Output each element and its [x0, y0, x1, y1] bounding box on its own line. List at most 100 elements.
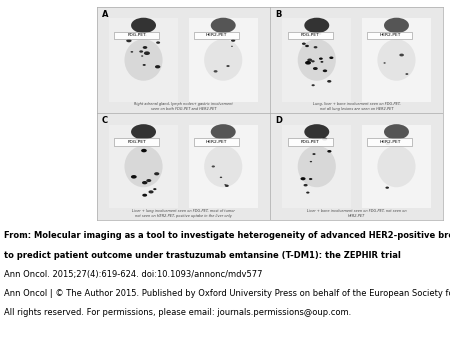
- Text: HER2-PET: HER2-PET: [206, 140, 227, 144]
- Circle shape: [302, 43, 306, 45]
- Text: FDG-PET: FDG-PET: [301, 33, 320, 38]
- Circle shape: [126, 39, 131, 42]
- Text: B: B: [275, 10, 282, 19]
- Circle shape: [309, 178, 312, 180]
- Circle shape: [384, 18, 409, 33]
- Text: D: D: [275, 116, 282, 125]
- Circle shape: [320, 61, 324, 63]
- Bar: [109, 125, 178, 208]
- Circle shape: [153, 188, 157, 190]
- Circle shape: [312, 153, 315, 155]
- Circle shape: [142, 194, 147, 197]
- FancyBboxPatch shape: [288, 138, 333, 146]
- Circle shape: [386, 143, 390, 145]
- FancyBboxPatch shape: [194, 138, 239, 146]
- Text: From: Molecular imaging as a tool to investigate heterogeneity of advanced HER2-: From: Molecular imaging as a tool to inv…: [4, 232, 450, 240]
- Circle shape: [142, 181, 148, 184]
- Circle shape: [307, 58, 312, 62]
- FancyBboxPatch shape: [194, 32, 239, 39]
- Circle shape: [318, 33, 321, 35]
- Bar: [282, 125, 351, 208]
- Ellipse shape: [378, 146, 415, 187]
- Circle shape: [322, 138, 327, 141]
- FancyBboxPatch shape: [367, 32, 412, 39]
- Circle shape: [319, 57, 323, 60]
- FancyBboxPatch shape: [288, 32, 333, 39]
- Circle shape: [313, 67, 318, 70]
- Circle shape: [212, 165, 215, 168]
- Circle shape: [154, 172, 159, 175]
- Circle shape: [131, 18, 156, 33]
- Bar: [109, 19, 178, 101]
- Circle shape: [131, 175, 137, 178]
- Circle shape: [311, 60, 315, 63]
- Circle shape: [399, 54, 404, 56]
- Bar: [189, 19, 258, 101]
- Ellipse shape: [125, 39, 162, 81]
- Circle shape: [385, 187, 389, 189]
- Ellipse shape: [204, 39, 242, 81]
- Circle shape: [305, 45, 309, 47]
- Circle shape: [225, 185, 229, 187]
- Text: A: A: [102, 10, 108, 19]
- Circle shape: [214, 70, 217, 73]
- Circle shape: [141, 55, 143, 57]
- Bar: [282, 19, 351, 101]
- Text: FDG-PET: FDG-PET: [301, 140, 320, 144]
- Circle shape: [301, 177, 306, 180]
- Text: Liver + lung involvement seen on FDG-PET, most of tumor
not seen on HER2-PET, po: Liver + lung involvement seen on FDG-PET…: [132, 209, 235, 218]
- Circle shape: [224, 184, 226, 185]
- Ellipse shape: [378, 39, 415, 81]
- Circle shape: [144, 34, 147, 36]
- Circle shape: [327, 80, 331, 82]
- Circle shape: [311, 84, 315, 86]
- FancyBboxPatch shape: [114, 32, 159, 39]
- Text: Ann Oncol. 2015;27(4):619-624. doi:10.1093/annonc/mdv577: Ann Oncol. 2015;27(4):619-624. doi:10.10…: [4, 270, 263, 279]
- Circle shape: [155, 65, 160, 68]
- Text: Lung, liver + bone involvement seen on FDG-PET,
not all lung lesions are seen on: Lung, liver + bone involvement seen on F…: [313, 102, 400, 111]
- Circle shape: [303, 184, 308, 187]
- Circle shape: [130, 51, 133, 53]
- Circle shape: [131, 124, 156, 140]
- Text: Right adrenal gland, lymph nodes+ gastric involvement
seen on both FDG-PET and H: Right adrenal gland, lymph nodes+ gastri…: [134, 102, 233, 111]
- Circle shape: [304, 124, 329, 140]
- Circle shape: [231, 39, 235, 42]
- Circle shape: [146, 179, 151, 182]
- Text: HER2-PET: HER2-PET: [379, 140, 400, 144]
- Circle shape: [135, 139, 140, 141]
- Circle shape: [384, 124, 409, 140]
- Bar: [189, 125, 258, 208]
- Text: All rights reserved. For permissions, please email: journals.permissions@oup.com: All rights reserved. For permissions, pl…: [4, 308, 352, 317]
- Circle shape: [327, 150, 332, 152]
- Circle shape: [211, 124, 236, 140]
- Circle shape: [156, 41, 160, 44]
- Circle shape: [220, 177, 222, 178]
- Circle shape: [143, 64, 146, 66]
- Ellipse shape: [298, 146, 336, 187]
- Bar: [362, 19, 431, 101]
- Circle shape: [405, 73, 408, 75]
- Circle shape: [141, 149, 147, 152]
- Circle shape: [226, 65, 230, 67]
- FancyBboxPatch shape: [367, 138, 412, 146]
- Text: to predict patient outcome under trastuzumab emtansine (T-DM1): the ZEPHIR trial: to predict patient outcome under trastuz…: [4, 251, 401, 260]
- Circle shape: [314, 46, 317, 48]
- Circle shape: [310, 161, 312, 162]
- Ellipse shape: [298, 39, 336, 81]
- Circle shape: [143, 46, 147, 49]
- Circle shape: [144, 51, 150, 55]
- Circle shape: [305, 61, 311, 65]
- Text: FDG-PET: FDG-PET: [127, 33, 146, 38]
- FancyBboxPatch shape: [114, 138, 159, 146]
- Text: HER2-PET: HER2-PET: [379, 33, 400, 38]
- Ellipse shape: [204, 146, 242, 187]
- Circle shape: [306, 192, 310, 194]
- Circle shape: [148, 190, 153, 193]
- Circle shape: [139, 50, 143, 53]
- Text: C: C: [102, 116, 108, 125]
- Ellipse shape: [125, 146, 162, 187]
- Text: Ann Oncol | © The Author 2015. Published by Oxford University Press on behalf of: Ann Oncol | © The Author 2015. Published…: [4, 289, 450, 298]
- Bar: [362, 125, 431, 208]
- Circle shape: [304, 18, 329, 33]
- Circle shape: [211, 18, 236, 33]
